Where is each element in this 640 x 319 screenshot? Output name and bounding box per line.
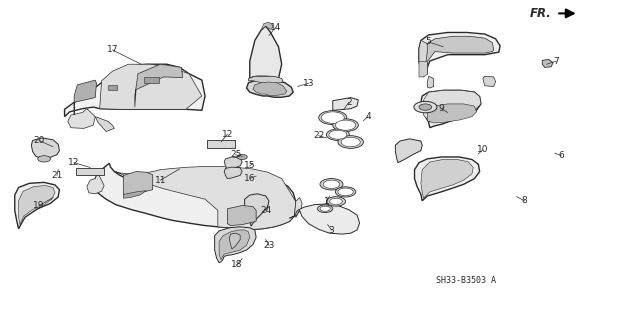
Polygon shape: [261, 22, 274, 30]
Text: 19: 19: [33, 201, 45, 210]
Circle shape: [326, 129, 349, 140]
Circle shape: [338, 136, 364, 148]
Polygon shape: [116, 167, 296, 229]
Polygon shape: [250, 26, 282, 78]
Circle shape: [329, 130, 347, 139]
Polygon shape: [19, 186, 55, 225]
Text: 3: 3: [328, 226, 334, 234]
Polygon shape: [396, 139, 422, 163]
Polygon shape: [483, 76, 495, 86]
Polygon shape: [224, 157, 242, 170]
Polygon shape: [419, 33, 500, 77]
Polygon shape: [421, 90, 481, 128]
Text: 10: 10: [477, 145, 488, 154]
Circle shape: [321, 112, 344, 123]
Polygon shape: [289, 197, 302, 218]
Polygon shape: [74, 80, 97, 115]
Text: 23: 23: [263, 241, 275, 250]
Circle shape: [319, 111, 347, 124]
Text: 14: 14: [269, 23, 281, 32]
Text: FR.: FR.: [529, 7, 551, 20]
Polygon shape: [419, 41, 428, 67]
Polygon shape: [219, 230, 250, 260]
Text: 25: 25: [230, 150, 241, 159]
Polygon shape: [76, 168, 104, 175]
Text: 24: 24: [260, 206, 271, 215]
Text: 11: 11: [155, 176, 166, 185]
Circle shape: [326, 197, 346, 206]
Polygon shape: [426, 36, 493, 74]
Polygon shape: [428, 76, 434, 88]
Text: 1: 1: [323, 197, 329, 206]
Polygon shape: [214, 227, 256, 263]
Polygon shape: [15, 182, 60, 229]
Text: 13: 13: [303, 79, 314, 88]
Polygon shape: [124, 172, 153, 195]
Text: 8: 8: [522, 196, 527, 205]
Polygon shape: [422, 90, 481, 122]
Text: SH33-B3503 A: SH33-B3503 A: [436, 276, 495, 285]
Circle shape: [333, 119, 358, 131]
Polygon shape: [229, 233, 240, 249]
Polygon shape: [145, 77, 159, 83]
Circle shape: [317, 205, 333, 212]
Polygon shape: [93, 163, 296, 229]
Polygon shape: [124, 191, 147, 198]
Polygon shape: [135, 64, 182, 107]
Circle shape: [320, 179, 343, 190]
Polygon shape: [224, 167, 242, 179]
Polygon shape: [415, 157, 479, 201]
Polygon shape: [65, 64, 205, 117]
Polygon shape: [108, 85, 117, 90]
Polygon shape: [87, 173, 104, 194]
Polygon shape: [296, 204, 360, 234]
Text: 16: 16: [244, 174, 255, 183]
Polygon shape: [248, 76, 283, 83]
Text: 9: 9: [438, 104, 444, 113]
Text: 15: 15: [244, 161, 255, 170]
Text: 18: 18: [231, 260, 243, 270]
Polygon shape: [428, 104, 476, 123]
Circle shape: [338, 188, 353, 196]
Text: 12: 12: [221, 130, 233, 138]
Circle shape: [237, 154, 247, 160]
Text: 6: 6: [559, 151, 564, 160]
Polygon shape: [253, 82, 287, 95]
Polygon shape: [207, 140, 235, 148]
Text: 5: 5: [426, 38, 431, 47]
Polygon shape: [31, 138, 60, 158]
Polygon shape: [244, 194, 269, 226]
Text: 22: 22: [313, 131, 324, 140]
Polygon shape: [542, 59, 553, 67]
Polygon shape: [421, 160, 473, 198]
Polygon shape: [227, 205, 256, 226]
Circle shape: [341, 137, 360, 147]
Polygon shape: [419, 62, 428, 77]
Text: 7: 7: [554, 56, 559, 65]
Circle shape: [330, 198, 342, 204]
Polygon shape: [68, 109, 95, 128]
Text: 4: 4: [365, 112, 371, 121]
Circle shape: [419, 104, 432, 110]
Circle shape: [414, 101, 437, 113]
Text: 17: 17: [107, 45, 118, 55]
Text: 2: 2: [346, 98, 351, 107]
Text: 12: 12: [68, 158, 80, 167]
Circle shape: [335, 187, 356, 197]
Polygon shape: [100, 64, 202, 109]
Circle shape: [323, 180, 340, 189]
Circle shape: [320, 206, 330, 211]
Text: 21: 21: [51, 171, 63, 180]
Circle shape: [335, 120, 356, 130]
Polygon shape: [246, 80, 293, 97]
Polygon shape: [95, 117, 115, 131]
Polygon shape: [333, 98, 358, 110]
Circle shape: [38, 156, 51, 162]
Text: 20: 20: [33, 136, 45, 145]
